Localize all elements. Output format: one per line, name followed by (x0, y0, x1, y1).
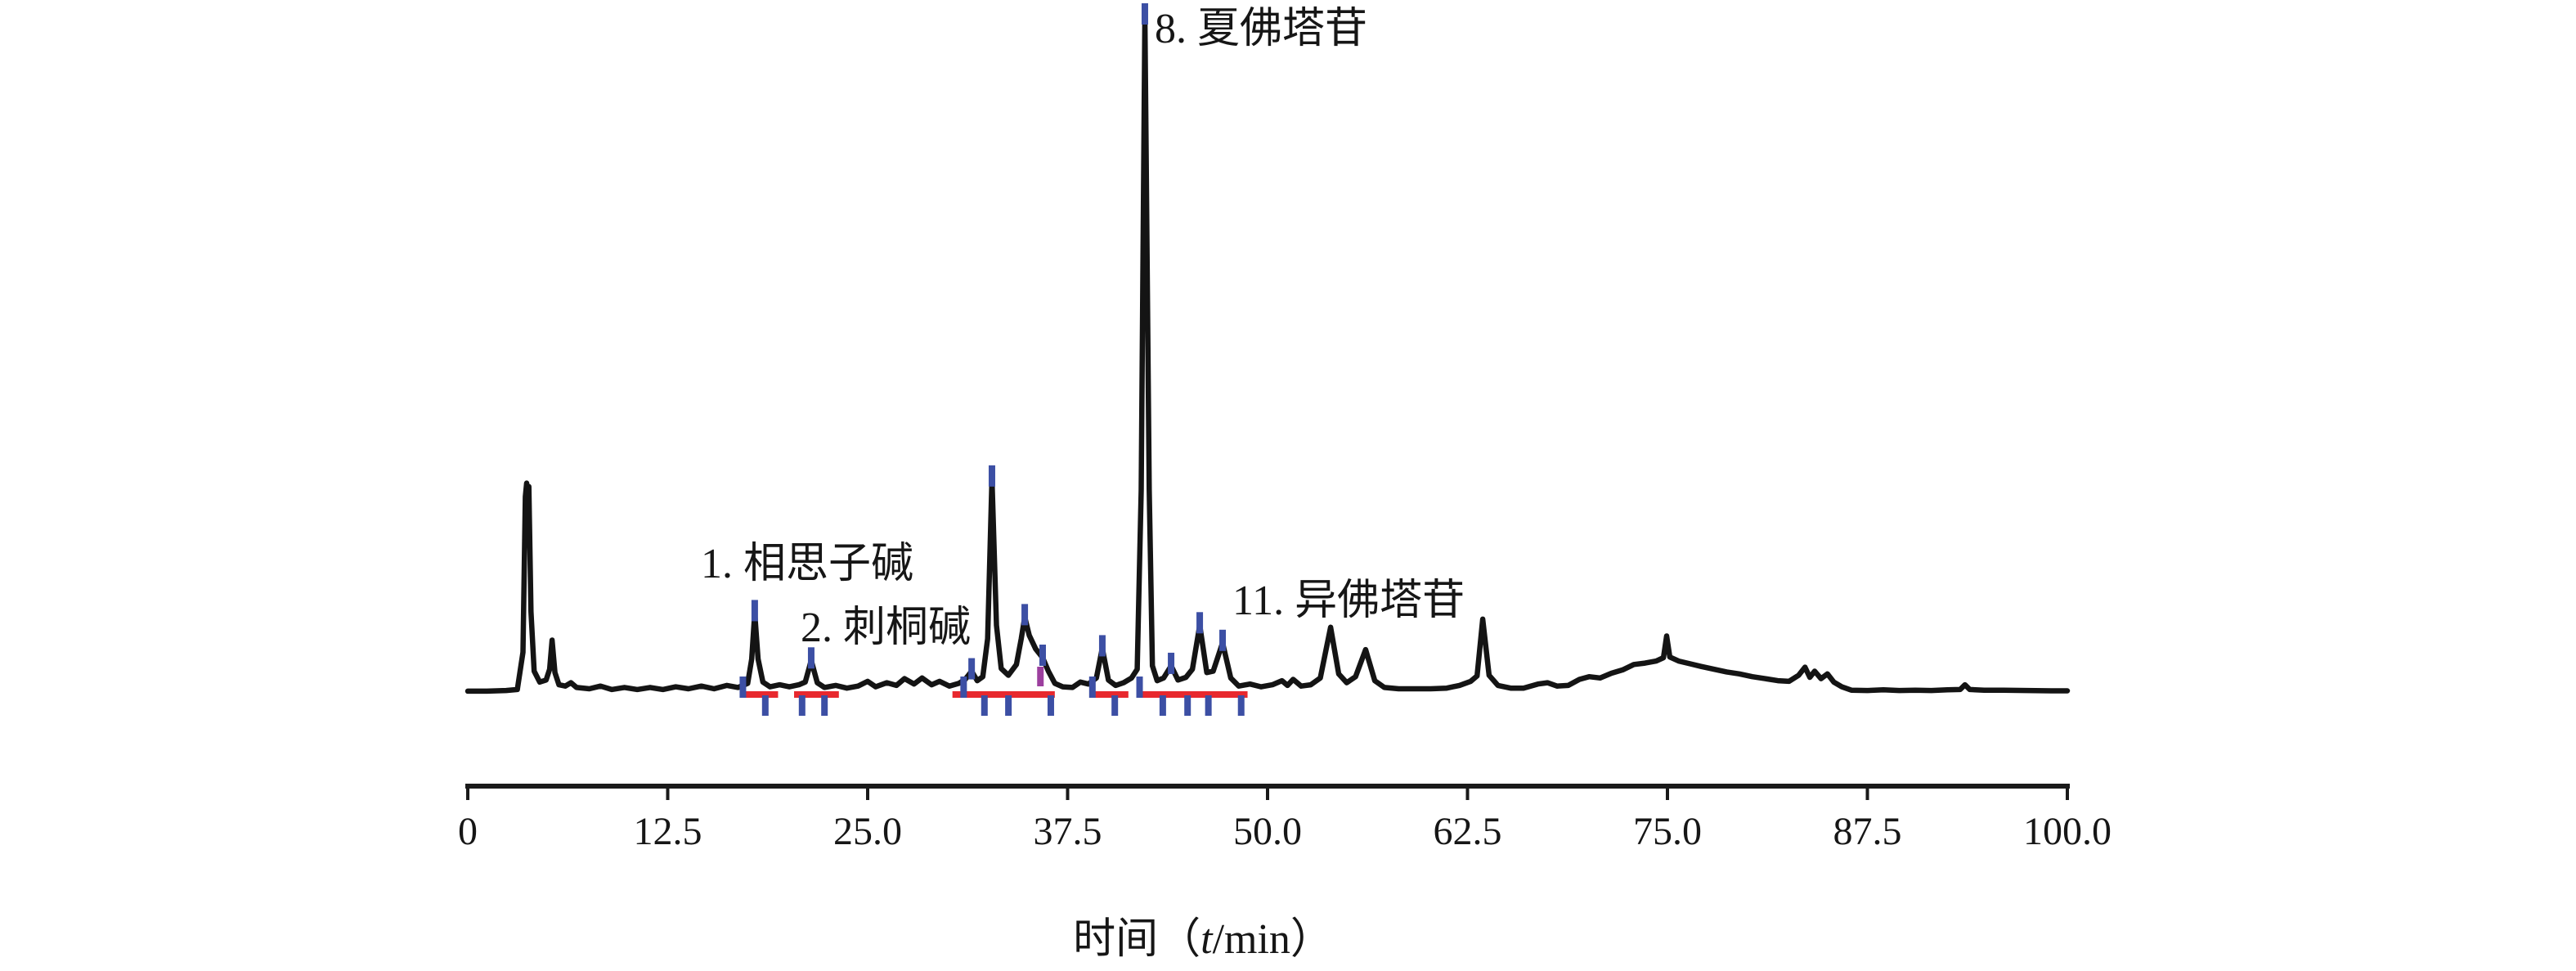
peak-apex-marker (1196, 612, 1204, 634)
peak-boundary-marker (1159, 695, 1166, 716)
peak-boundary-marker (1111, 695, 1119, 716)
axis-layer: 0 12.5 25.0 37.5 50.0 62.5 75.0 87.5 100.0 时间（t/m… (458, 784, 2112, 963)
peak-apex-marker (1098, 635, 1106, 657)
peak-boundary-marker (739, 677, 747, 698)
x-axis-tick-label: 12.5 (634, 810, 702, 853)
peak-boundary-marker (1005, 695, 1012, 716)
peak-boundary-marker (761, 695, 769, 716)
annotation-layer: 1. 相思子碱 2. 刺桐碱 8. 夏佛塔苷 11. 异佛塔苷 (701, 6, 1465, 651)
peak-boundary-marker (1088, 677, 1096, 698)
x-axis-tick-label: 37.5 (1034, 810, 1102, 853)
x-axis-tick-label: 25.0 (833, 810, 902, 853)
peak-boundary-marker (1237, 695, 1245, 716)
peak-label: 8. 夏佛塔苷 (1155, 6, 1367, 52)
x-axis-tick-label: 62.5 (1434, 810, 1502, 853)
x-axis-title: 时间（t/min） (1073, 916, 1333, 963)
peak-label: 1. 相思子碱 (701, 541, 913, 587)
peak-apex-marker (807, 647, 815, 669)
peak-label: 2. 刺桐碱 (801, 605, 971, 651)
x-axis-title-part: 时间（ (1073, 916, 1200, 963)
peak-apex-marker (1168, 652, 1175, 674)
x-axis-tick-label: 50.0 (1233, 810, 1302, 853)
peak-boundary-marker (1205, 695, 1212, 716)
peak-boundary-marker (981, 695, 988, 716)
x-axis-title-part: /min） (1213, 916, 1333, 963)
peak-apex-marker (751, 600, 758, 622)
x-axis-tick-label: 75.0 (1633, 810, 1702, 853)
x-axis-tick-label: 100.0 (2023, 810, 2112, 853)
peak-boundary-marker (821, 695, 828, 716)
peak-boundary-marker (960, 677, 967, 698)
peak-apex-marker (1039, 644, 1046, 666)
peak-apex-marker (988, 465, 995, 487)
peak-apex-marker (1141, 3, 1148, 25)
peak-boundary-marker (1184, 695, 1192, 716)
peak-boundary-marker (798, 695, 806, 716)
peak-boundary-marker (1047, 695, 1054, 716)
peak-apex-marker (1021, 604, 1029, 626)
x-axis-title-part: t (1200, 916, 1214, 963)
peak-label: 11. 异佛塔苷 (1232, 578, 1465, 624)
peak-apex-marker (968, 658, 976, 680)
trace-path (464, 13, 2071, 695)
peak-apex-marker (1219, 629, 1227, 651)
trace-layer (464, 13, 2071, 695)
x-axis-tick-label: 87.5 (1833, 810, 1902, 853)
marker-layer (739, 3, 1245, 716)
peak-boundary-marker (1136, 677, 1143, 698)
peak-overlap-marker (1037, 667, 1044, 686)
x-axis-tick-label: 0 (458, 810, 478, 853)
